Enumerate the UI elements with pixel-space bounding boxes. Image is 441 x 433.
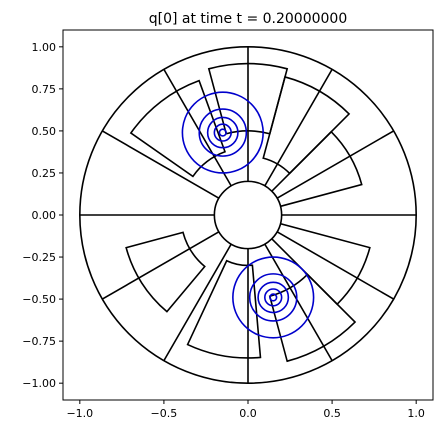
x-tick-label: 1.0 [407,407,425,420]
mesh-patch-2 [207,62,289,135]
contour-1-1 [264,288,283,307]
mesh-spoke-7 [101,231,220,300]
y-tick-label: 0.00 [32,209,57,222]
y-tick-label: −0.25 [22,251,56,264]
y-tick-label: −0.50 [22,293,56,306]
mesh-patch-1 [262,75,351,175]
contour-0-3 [198,108,248,157]
contour-0-0 [218,128,227,137]
mesh-patch-5 [186,259,262,359]
mesh-spoke-11 [276,231,395,300]
mesh-spoke-5 [101,130,220,199]
mesh-spoke-1 [276,130,395,199]
mesh-patch-3 [129,79,227,178]
chart-title: q[0] at time t = 0.20000000 [149,11,348,27]
x-tick-label: −0.5 [151,407,178,420]
contour-0-1 [213,123,232,142]
y-tick-label: 0.75 [32,83,57,96]
x-axis: −1.0 −0.5 0.0 0.5 1.0 [66,400,425,420]
y-tick-label: 0.50 [32,125,57,138]
mesh-spoke-10 [264,243,333,362]
y-tick-label: 0.25 [32,167,57,180]
contour-1-4 [232,256,315,339]
y-axis: 1.00 0.75 0.50 0.25 0.00 −0.25 −0.50 −0.75 −1.00 [22,41,63,390]
x-tick-label: −1.0 [66,407,93,420]
x-tick-label: 0.5 [323,407,341,420]
contour-0-4 [181,91,264,174]
mesh-patch-7 [270,222,371,306]
y-tick-label: −1.00 [22,377,56,390]
mesh-spoke-2 [264,68,333,187]
contour-1-2 [257,281,290,314]
inner-boundary-circle [213,180,283,250]
plot-area [79,46,417,384]
mesh-spoke-4 [163,68,232,187]
mesh-spoke-8 [163,243,232,362]
y-tick-label: −0.75 [22,335,56,348]
mesh-patch-4 [125,231,206,313]
y-tick-label: 1.00 [32,41,57,54]
contour-1-3 [248,273,298,322]
x-tick-label: 0.0 [239,407,257,420]
contour-1-0 [269,293,278,302]
contour-0-2 [206,116,239,149]
